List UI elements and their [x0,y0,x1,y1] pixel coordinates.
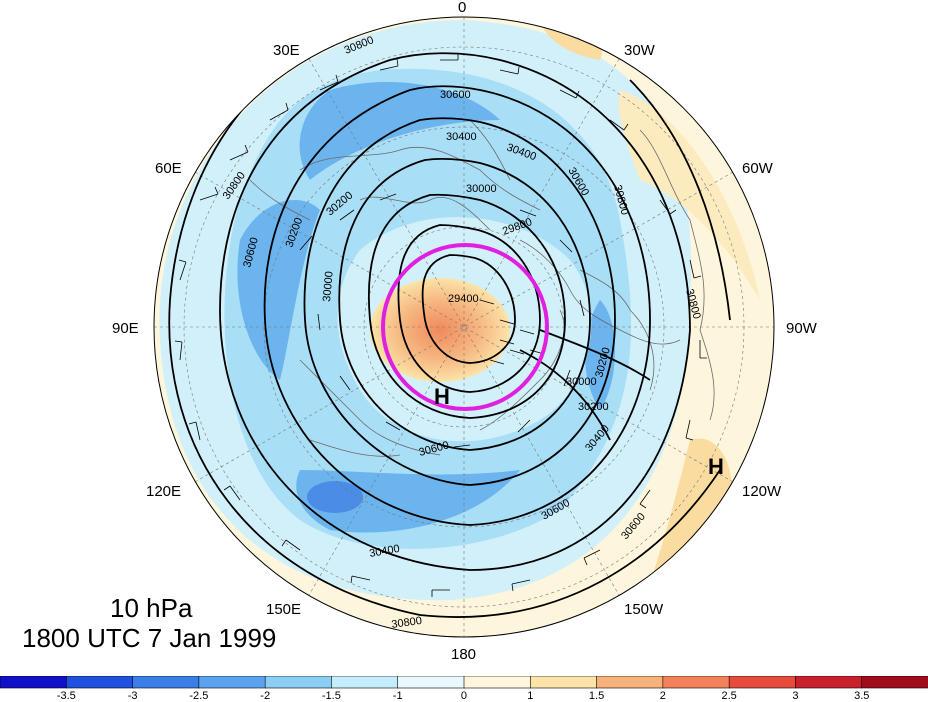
color-scale-tick: 1 [527,690,533,702]
color-swatch [463,676,532,689]
color-swatch [795,676,863,689]
wind-barbs [174,53,707,597]
color-swatch [264,676,333,689]
contour-label: 30000 [466,183,497,195]
lon-label-180: 180 [451,646,476,663]
color-swatch [662,676,730,689]
longitude-labels: 0 30W 60W 90W 120W 150W 180 150E 120E 90… [112,0,818,663]
valid-time-label: 1800 UTC 7 Jan 1999 [22,623,277,653]
color-swatch [529,676,598,689]
color-scale-tick: -1 [393,690,403,702]
contour-label: 30000 [321,271,336,303]
color-scale-ticks: -3.5 -3 -2.5 -2 -1.5 -1 0 1 1.5 2 2.5 3 … [57,690,870,702]
lon-label-60w: 60W [742,160,774,177]
color-scale-tick: 3.5 [854,690,869,702]
color-swatch [198,676,266,689]
color-scale-tick: 1.5 [589,690,604,702]
contour-label: 29400 [448,293,479,305]
color-swatch [65,676,134,689]
lon-label-90w: 90W [786,320,818,337]
color-swatch [861,676,928,689]
color-scale-tick: -2 [260,690,270,702]
contour-label: 30600 [440,89,471,101]
color-scale-tick: -3 [128,690,138,702]
high-pressure-label: H [434,384,450,409]
color-swatch [0,676,68,689]
contour-label: 30000 [566,376,597,388]
color-scale-tick: -2.5 [189,690,208,702]
color-scale-tick: -1.5 [322,690,341,702]
color-scale-bar: -3.5 -3 -2.5 -2 -1.5 -1 0 1 1.5 2 2.5 3 … [0,676,928,702]
lon-label-150e: 150E [266,601,301,618]
color-swatch [132,676,200,689]
lon-label-120w: 120W [742,483,782,500]
map-boundary [153,16,775,638]
color-swatch [728,676,797,689]
height-contours [168,29,731,618]
high-pressure-label: H [708,454,724,479]
lon-label-120e: 120E [146,483,181,500]
color-swatch [596,676,664,689]
color-scale-tick: 3 [792,690,798,702]
contour-label: 30400 [446,131,477,143]
color-scale-tick: 2.5 [722,690,737,702]
lon-label-90e: 90E [112,320,139,337]
color-scale-tick: -3.5 [57,690,76,702]
contour-label: 30200 [578,401,609,413]
contour-label: 30800 [391,615,423,631]
lon-label-30w: 30W [624,42,656,59]
contour-label: 30400 [368,543,400,560]
pressure-level-label: 10 hPa [110,593,193,623]
lon-label-0: 0 [458,0,466,16]
coastlines [249,119,715,457]
lon-label-30e: 30E [273,42,300,59]
lon-label-60e: 60E [155,160,182,177]
highlight-circle [381,243,549,411]
color-scale-tick: 2 [660,690,666,702]
color-swatch [331,676,399,689]
color-swatch [397,676,465,689]
color-scale-tick: 0 [461,690,467,702]
color-scale-swatches [0,676,928,689]
lon-label-150w: 150W [624,601,664,618]
